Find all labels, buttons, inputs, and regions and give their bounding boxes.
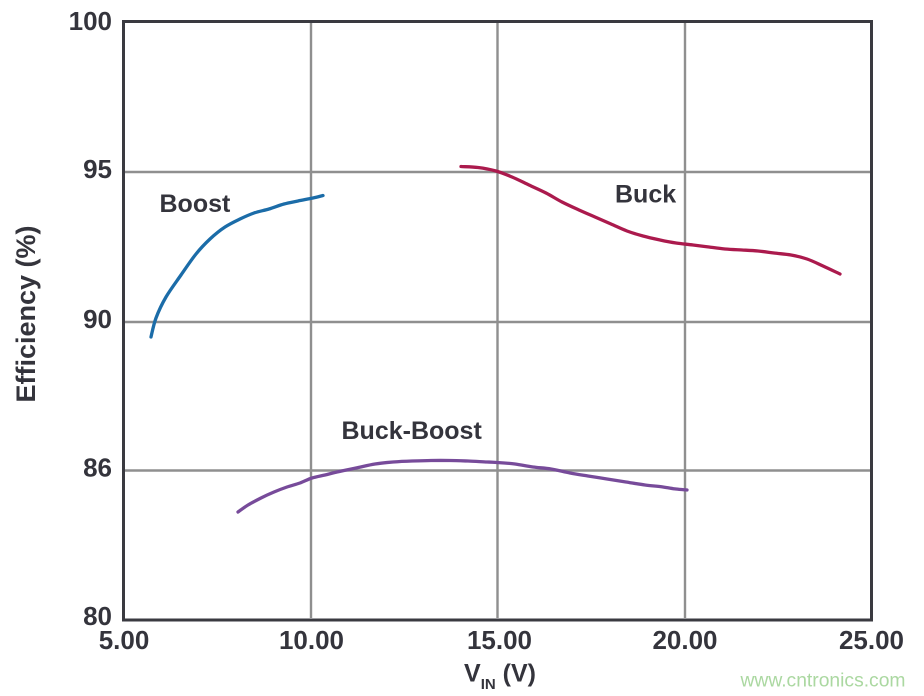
svg-text:10.00: 10.00 — [279, 625, 344, 655]
svg-text:15.00: 15.00 — [467, 625, 532, 655]
svg-text:86: 86 — [83, 453, 112, 483]
svg-text:80: 80 — [83, 601, 112, 631]
svg-text:VIN (V): VIN (V) — [464, 660, 536, 694]
svg-text:100: 100 — [69, 6, 112, 36]
svg-text:Buck: Buck — [615, 181, 676, 209]
svg-text:95: 95 — [83, 154, 112, 184]
svg-text:Boost: Boost — [160, 190, 232, 218]
svg-text:20.00: 20.00 — [652, 625, 717, 655]
svg-text:Efficiency (%): Efficiency (%) — [11, 225, 41, 402]
svg-text:25.00: 25.00 — [839, 625, 904, 655]
svg-text:5.00: 5.00 — [99, 625, 150, 655]
svg-text:90: 90 — [83, 304, 112, 334]
svg-text:Buck-Boost: Buck-Boost — [342, 417, 483, 445]
svg-text:www.cntronics.com: www.cntronics.com — [739, 671, 905, 692]
